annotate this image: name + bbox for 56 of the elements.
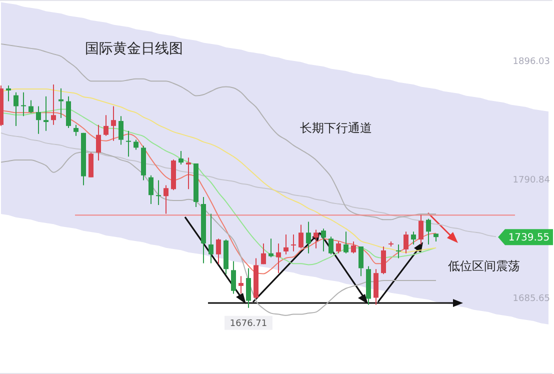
candlestick xyxy=(104,114,108,136)
candlestick xyxy=(238,276,244,294)
candlestick xyxy=(411,231,416,245)
candlestick xyxy=(358,246,364,277)
candlestick xyxy=(88,152,94,178)
annotation: 低位区间震荡 xyxy=(448,259,520,273)
candlestick xyxy=(21,92,26,117)
candlestick xyxy=(148,174,154,205)
candlestick xyxy=(231,260,236,294)
y-tick-label: 1896.03 xyxy=(512,56,550,67)
candlestick xyxy=(28,100,34,114)
y-tick-label: 1790.84 xyxy=(512,175,550,186)
candlestick xyxy=(404,231,408,254)
candlestick xyxy=(426,218,431,245)
candlestick xyxy=(51,84,56,126)
annotation: 1676.71 xyxy=(230,319,268,330)
text: 国际黄金日线图 xyxy=(85,41,183,57)
line-series xyxy=(0,43,436,220)
candlestick xyxy=(276,242,281,274)
candlestick xyxy=(351,241,356,254)
candlestick xyxy=(284,234,288,255)
candlestick xyxy=(261,242,266,265)
candlestick xyxy=(178,150,184,165)
candlestick xyxy=(336,241,341,254)
candlestick xyxy=(6,85,11,102)
y-tick-label: 1685.65 xyxy=(512,294,550,304)
annotation: 1739.55 xyxy=(508,232,550,244)
candlestick xyxy=(74,124,78,136)
candlestick xyxy=(321,228,326,252)
annotation: 长期下行通道 xyxy=(300,121,372,135)
candlestick xyxy=(216,238,221,265)
candlestick xyxy=(164,184,168,214)
candlestick xyxy=(58,88,64,119)
candlestick xyxy=(186,157,191,190)
candlestick xyxy=(14,92,18,126)
candlestick xyxy=(298,224,304,249)
candlestick xyxy=(246,268,251,308)
candlestick xyxy=(306,221,311,254)
candlestick xyxy=(314,229,318,249)
candlestick xyxy=(208,213,214,264)
candlestick xyxy=(111,106,116,142)
line-series xyxy=(0,88,436,253)
candlestick xyxy=(36,106,41,134)
candlestick xyxy=(126,130,131,158)
candlestick xyxy=(344,231,348,254)
candlestick xyxy=(134,139,138,150)
candlestick xyxy=(268,238,274,258)
candlestick xyxy=(328,236,334,255)
candlestick xyxy=(44,96,48,132)
candlestick xyxy=(418,214,424,245)
candlestick xyxy=(156,180,161,206)
candlestick xyxy=(118,116,124,146)
candlestick xyxy=(291,234,296,252)
candlestick xyxy=(396,244,401,259)
candlestick xyxy=(381,246,386,275)
candlestick xyxy=(96,124,101,162)
